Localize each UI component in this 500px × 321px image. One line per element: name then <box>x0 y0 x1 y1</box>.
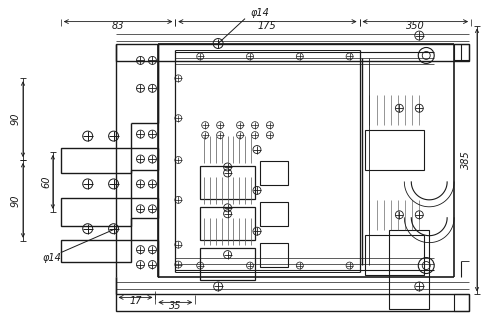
Text: φ14: φ14 <box>43 253 62 263</box>
Bar <box>390 230 429 309</box>
Text: 350: 350 <box>406 21 424 30</box>
Bar <box>116 44 469 61</box>
Bar <box>116 294 469 311</box>
Text: 175: 175 <box>258 21 276 30</box>
Bar <box>454 294 469 311</box>
Bar <box>260 243 288 267</box>
Bar <box>200 207 255 240</box>
Bar <box>454 44 469 60</box>
Bar <box>260 202 288 226</box>
Bar <box>260 161 288 186</box>
Text: 90: 90 <box>11 194 21 207</box>
Bar <box>200 166 255 199</box>
Text: 385: 385 <box>461 151 471 169</box>
Bar <box>61 198 130 226</box>
Text: 90: 90 <box>11 113 21 126</box>
Bar <box>200 247 255 281</box>
Text: 35: 35 <box>169 301 181 311</box>
Bar <box>364 235 424 274</box>
Text: φ14: φ14 <box>250 8 270 18</box>
Text: 17: 17 <box>129 296 141 306</box>
Bar <box>61 240 130 262</box>
Text: 60: 60 <box>41 176 51 188</box>
Bar <box>61 148 130 173</box>
Bar <box>364 130 424 170</box>
Text: 83: 83 <box>112 21 124 30</box>
